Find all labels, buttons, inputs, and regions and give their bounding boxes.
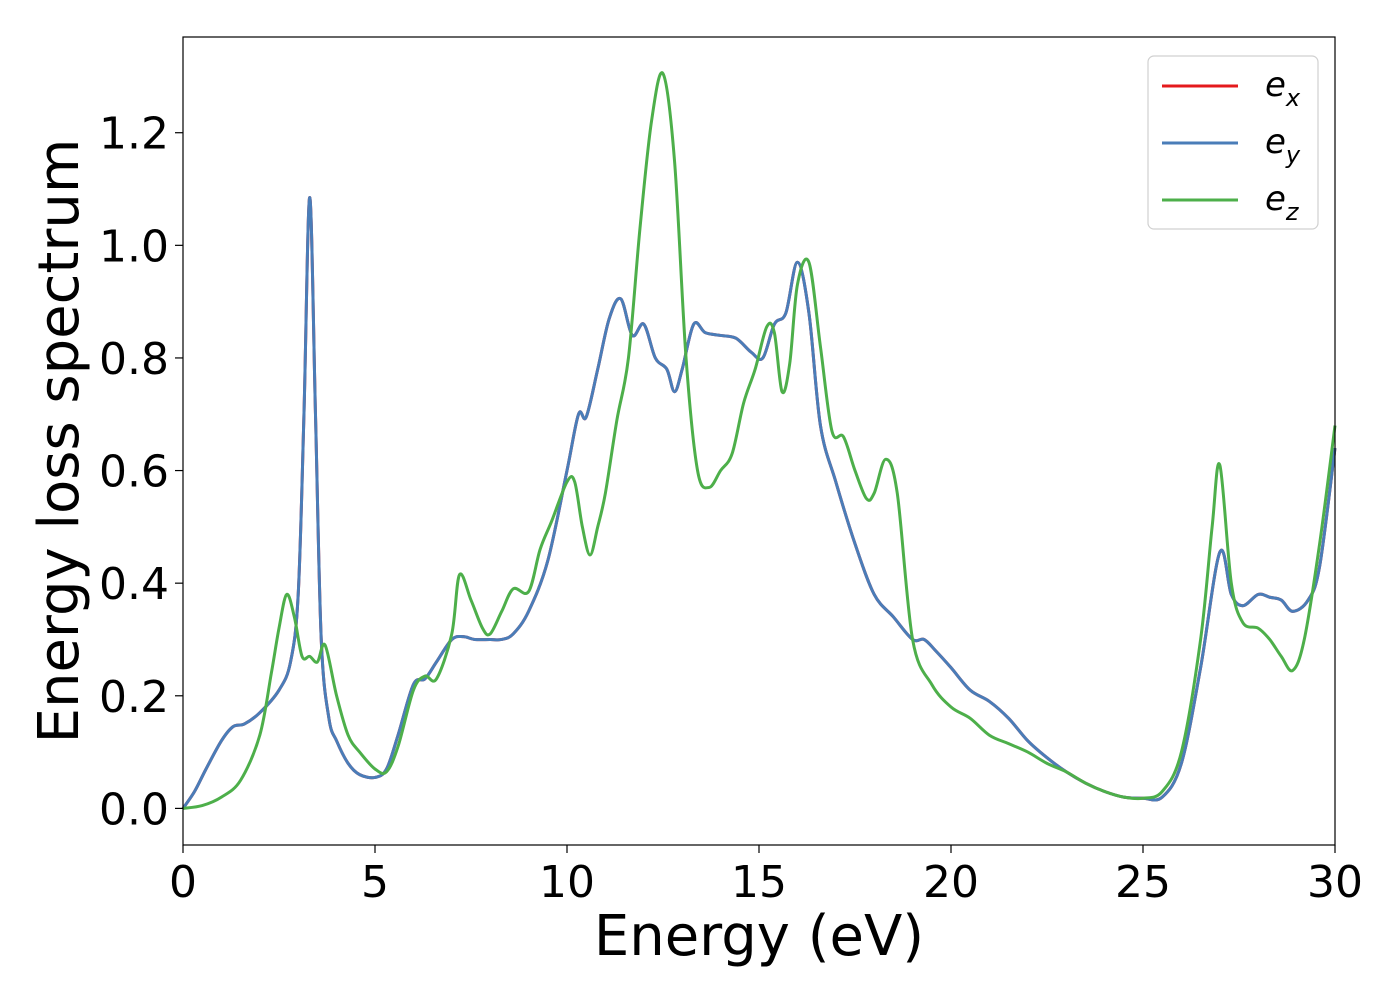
y-tick-label: 1.0	[99, 221, 169, 272]
y-tick-label: 0.4	[99, 559, 169, 610]
y-tick-label: 0.6	[99, 447, 169, 498]
y-axis-title: Energy loss spectrum	[27, 139, 92, 744]
y-tick-label: 0.0	[99, 784, 169, 835]
series-layer	[181, 71, 1337, 810]
x-tick-label: 15	[731, 857, 787, 908]
y-tick-label: 0.2	[99, 672, 169, 723]
x-tick-label: 20	[923, 857, 979, 908]
legend-label-subscript: x	[1285, 84, 1301, 112]
x-tick-label: 5	[361, 857, 389, 908]
series-line-z	[182, 71, 1337, 810]
x-tick-label: 30	[1307, 857, 1363, 908]
legend-label-z: ez	[1265, 179, 1300, 226]
legend-label-subscript: y	[1285, 141, 1301, 169]
plot-area	[183, 37, 1335, 845]
legend-label-subscript: z	[1285, 198, 1300, 226]
x-tick-label: 0	[169, 857, 197, 908]
legend-label-base: e	[1265, 122, 1286, 162]
y-tick-label: 1.2	[99, 109, 169, 160]
legend-label-base: e	[1265, 179, 1286, 219]
x-axis-title: Energy (eV)	[594, 904, 924, 969]
x-tick-label: 10	[539, 857, 595, 908]
legend-label-y: ey	[1265, 122, 1301, 169]
legend-label-base: e	[1265, 65, 1286, 105]
x-tick-label: 25	[1115, 857, 1171, 908]
x-axis: 0 5 10 15 20 25 30	[169, 845, 1363, 908]
legend-label-x: ex	[1265, 65, 1301, 112]
y-axis: 0.0 0.2 0.4 0.6 0.8 1.0 1.2	[99, 109, 183, 835]
y-tick-label: 0.8	[99, 334, 169, 385]
